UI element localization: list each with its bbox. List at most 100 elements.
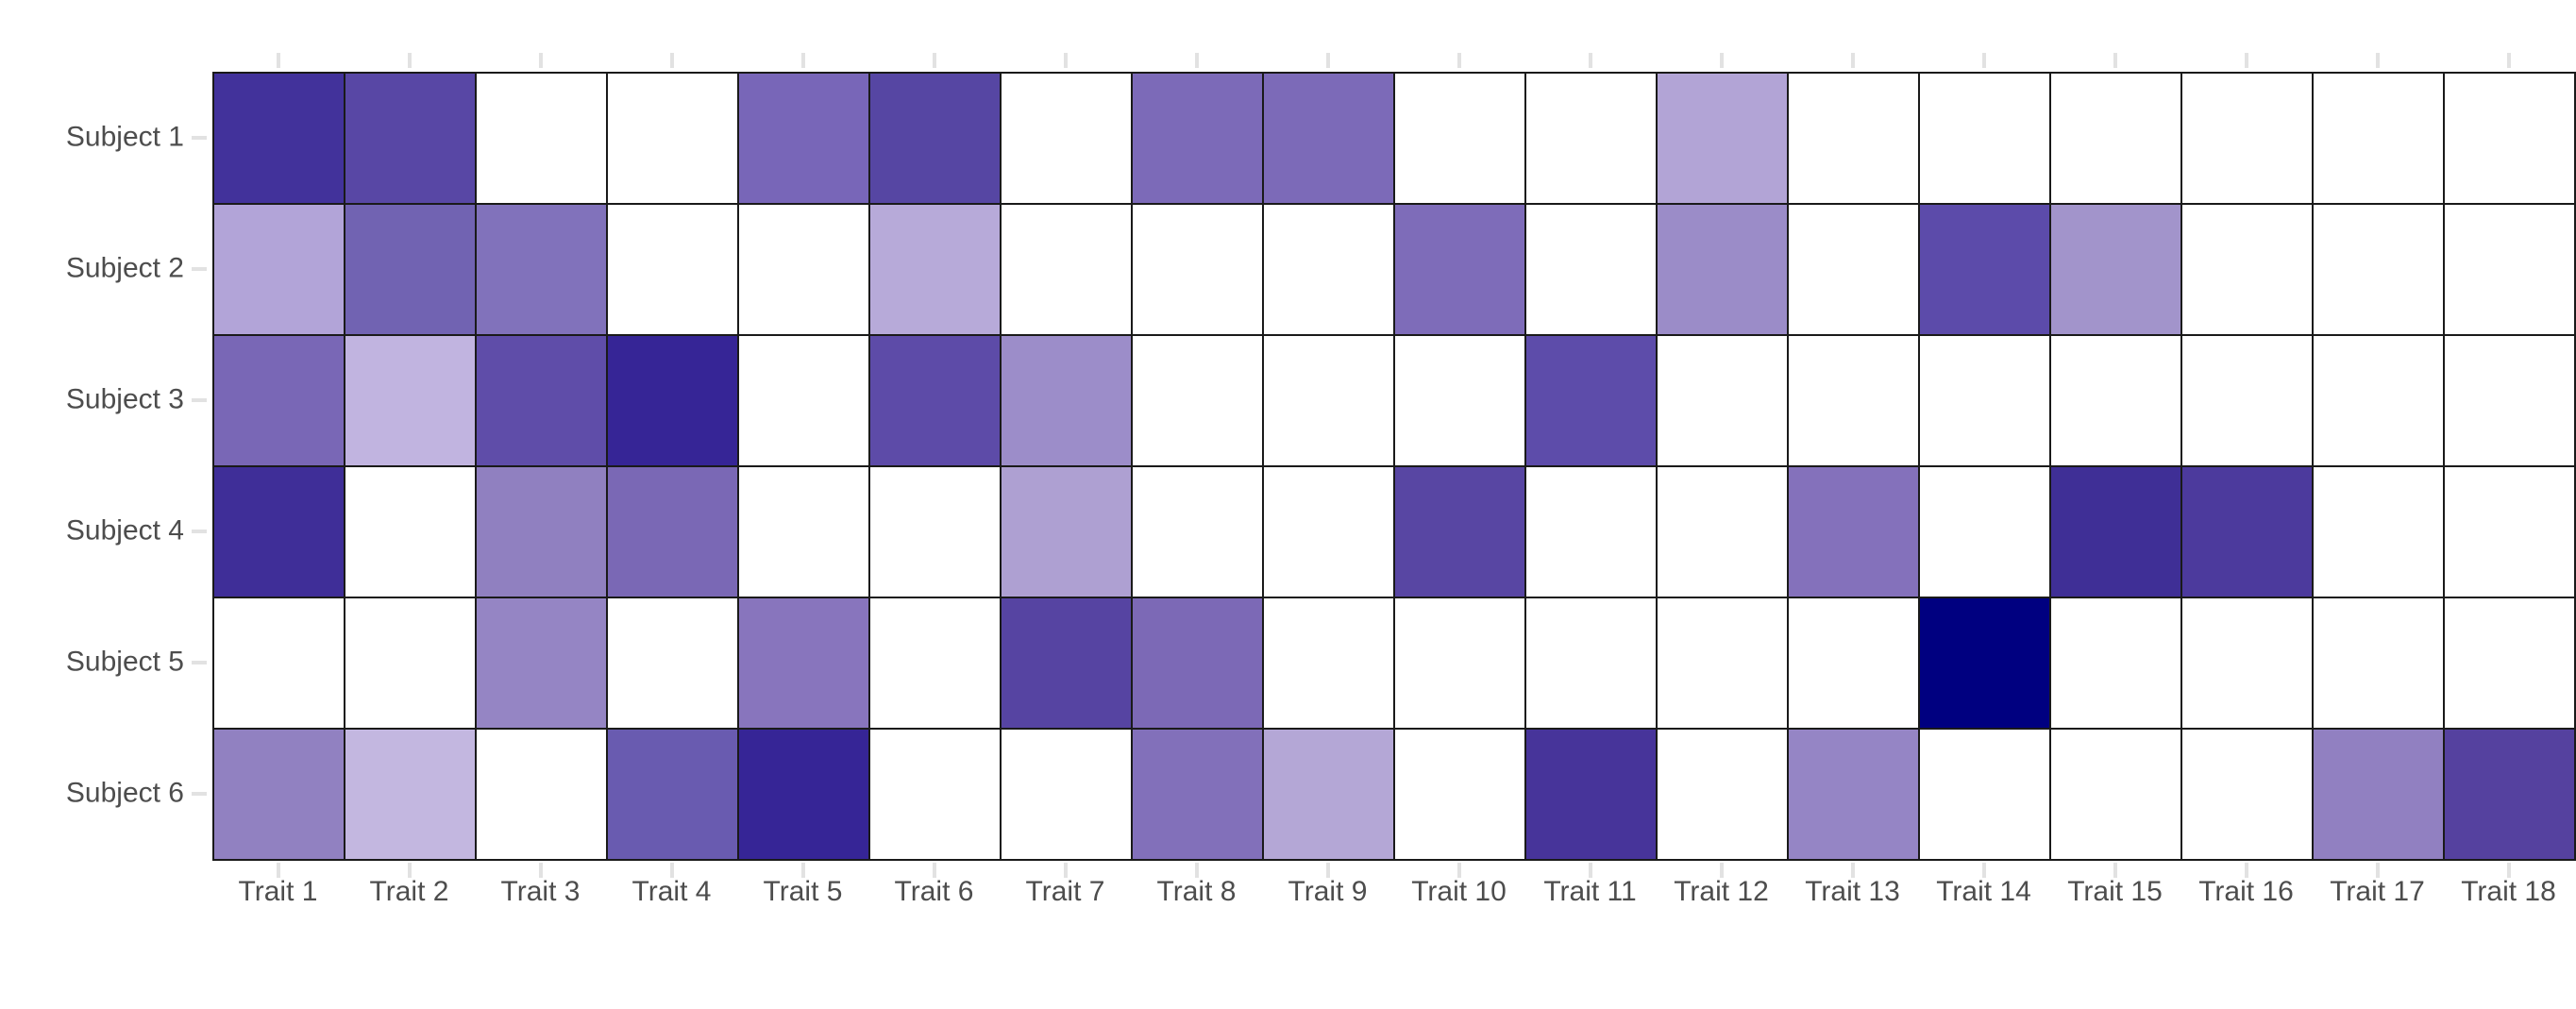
heatmap-cell xyxy=(869,73,1001,204)
heatmap-cell xyxy=(345,466,476,597)
x-axis-label: Trait 10 xyxy=(1411,876,1507,907)
heatmap-cell xyxy=(476,73,607,204)
tick-mark xyxy=(2506,53,2511,68)
heatmap-cell xyxy=(2181,204,2313,335)
heatmap-cell xyxy=(869,466,1001,597)
tick-mark xyxy=(192,135,207,140)
heatmap-cell xyxy=(607,335,738,466)
heatmap-cell xyxy=(1132,729,1263,860)
x-axis-label: Trait 6 xyxy=(894,876,974,907)
heatmap-cell xyxy=(738,73,869,204)
tick-mark xyxy=(276,53,280,68)
heatmap-cell xyxy=(476,335,607,466)
heatmap-cell xyxy=(1001,204,1132,335)
heatmap-cell xyxy=(213,73,345,204)
heatmap-cell xyxy=(1263,335,1394,466)
heatmap-cell xyxy=(213,466,345,597)
tick-mark xyxy=(1588,53,1592,68)
heatmap-cell xyxy=(2181,729,2313,860)
heatmap-cell xyxy=(2313,597,2444,729)
heatmap-cell xyxy=(2313,729,2444,860)
heatmap-cell xyxy=(607,597,738,729)
y-axis-label: Subject 3 xyxy=(65,382,184,414)
heatmap-cell xyxy=(1525,729,1657,860)
heatmap-cell xyxy=(1525,204,1657,335)
tick-mark xyxy=(669,53,674,68)
heatmap-cell xyxy=(2181,73,2313,204)
x-axis-label: Trait 5 xyxy=(763,876,843,907)
heatmap-cell xyxy=(1919,335,2050,466)
heatmap-cell xyxy=(213,335,345,466)
heatmap-cell xyxy=(1263,729,1394,860)
tick-mark xyxy=(407,863,412,878)
tick-mark xyxy=(538,53,543,68)
x-axis-label: Trait 1 xyxy=(238,876,318,907)
heatmap-cell xyxy=(345,73,476,204)
tick-mark xyxy=(1194,53,1199,68)
heatmap-cell xyxy=(2050,597,2181,729)
heatmap-cell xyxy=(1001,597,1132,729)
x-axis-label: Trait 18 xyxy=(2461,876,2556,907)
tick-mark xyxy=(2244,53,2248,68)
heatmap-cell xyxy=(1394,335,1525,466)
heatmap-cell xyxy=(738,204,869,335)
x-axis-label: Trait 17 xyxy=(2330,876,2425,907)
tick-mark xyxy=(932,53,936,68)
heatmap-cell xyxy=(738,335,869,466)
tick-mark xyxy=(2113,863,2117,878)
heatmap-cell xyxy=(1132,597,1263,729)
heatmap-cell xyxy=(2050,466,2181,597)
tick-mark xyxy=(2506,863,2511,878)
heatmap-cell xyxy=(2444,597,2575,729)
heatmap-grid xyxy=(212,72,2576,861)
heatmap-cell xyxy=(1788,204,1919,335)
x-axis-label: Trait 13 xyxy=(1805,876,1900,907)
tick-mark xyxy=(192,266,207,271)
heatmap-cell xyxy=(1919,204,2050,335)
heatmap-cell xyxy=(2181,335,2313,466)
heatmap-cell xyxy=(607,729,738,860)
x-axis-label: Trait 16 xyxy=(2198,876,2294,907)
heatmap-cell xyxy=(1919,73,2050,204)
tick-mark xyxy=(1063,53,1068,68)
heatmap-cell xyxy=(2313,335,2444,466)
heatmap-cell xyxy=(1001,729,1132,860)
heatmap-cell xyxy=(1263,204,1394,335)
tick-mark xyxy=(1850,863,1855,878)
heatmap-cell xyxy=(1919,466,2050,597)
heatmap-cell xyxy=(1263,73,1394,204)
heatmap-cell xyxy=(738,597,869,729)
heatmap-cell xyxy=(1132,73,1263,204)
x-axis-label: Trait 3 xyxy=(500,876,581,907)
tick-mark xyxy=(407,53,412,68)
heatmap-cell xyxy=(476,204,607,335)
heatmap-cell xyxy=(345,597,476,729)
heatmap-cell xyxy=(869,335,1001,466)
heatmap-cell xyxy=(345,204,476,335)
heatmap-cell xyxy=(2313,204,2444,335)
heatmap-cell xyxy=(476,466,607,597)
heatmap-cell xyxy=(607,73,738,204)
heatmap-cell xyxy=(2181,466,2313,597)
heatmap-cell xyxy=(1525,466,1657,597)
x-axis-label: Trait 4 xyxy=(631,876,712,907)
heatmap-cell xyxy=(1919,597,2050,729)
x-axis-label: Trait 9 xyxy=(1288,876,1368,907)
heatmap-cell xyxy=(1657,729,1788,860)
heatmap-cell xyxy=(1394,466,1525,597)
heatmap-cell xyxy=(2444,335,2575,466)
heatmap-cell xyxy=(1001,466,1132,597)
x-axis-label: Trait 12 xyxy=(1674,876,1769,907)
y-axis-label: Subject 4 xyxy=(65,513,184,546)
heatmap-cell xyxy=(1788,597,1919,729)
x-axis-label: Trait 14 xyxy=(1936,876,2031,907)
tick-mark xyxy=(2375,53,2380,68)
tick-mark xyxy=(800,53,805,68)
y-axis-label: Subject 2 xyxy=(65,251,184,283)
tick-mark xyxy=(1325,863,1330,878)
heatmap-cell xyxy=(607,466,738,597)
heatmap-cell xyxy=(738,466,869,597)
heatmap-cell xyxy=(1657,204,1788,335)
tick-mark xyxy=(1588,863,1592,878)
